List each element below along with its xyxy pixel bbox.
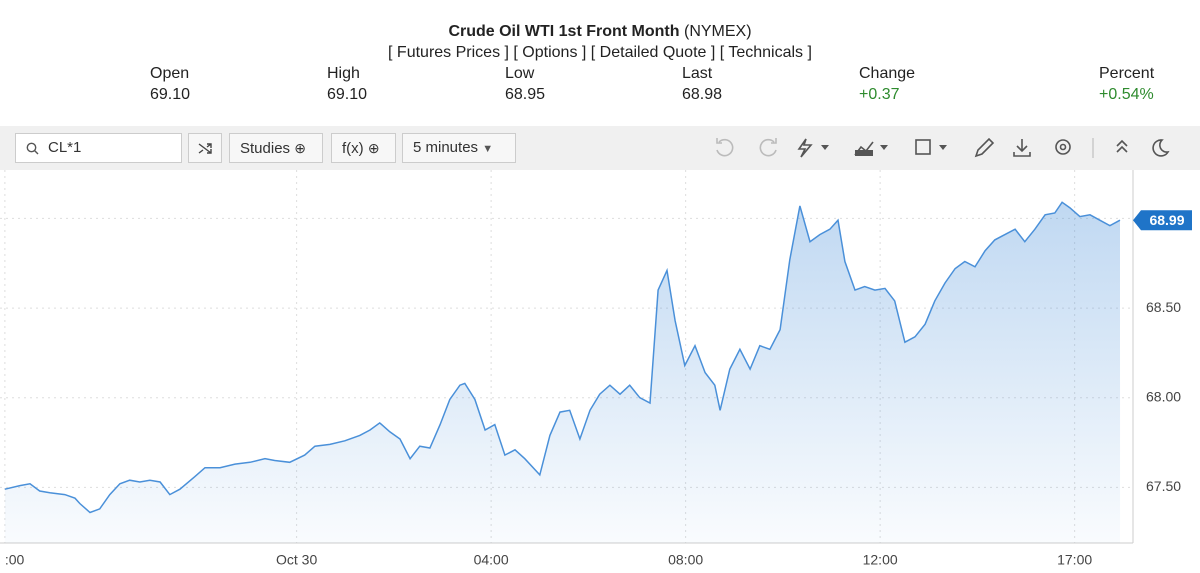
header-link[interactable]: [ Futures Prices ]	[388, 44, 509, 61]
y-tick-label: 68.50	[1146, 299, 1181, 315]
events-icon[interactable]	[797, 138, 813, 158]
quote-value: +0.37	[859, 86, 900, 103]
quote-label: Open	[150, 65, 190, 82]
layout-icon[interactable]	[915, 139, 931, 155]
quote-item: Open 69.10	[150, 63, 190, 105]
symbol: CL*1	[48, 139, 82, 156]
quote-label: Change	[859, 65, 916, 82]
x-tick-label: 08:00	[668, 552, 703, 568]
symbol-search[interactable]: CL*1	[15, 133, 182, 163]
interval-label: 5 minutes	[413, 139, 479, 156]
search-icon	[26, 142, 39, 155]
dropdown-arrow: ▼	[482, 143, 494, 155]
quote-item: Change +0.37	[859, 63, 915, 105]
title: Crude Oil WTI 1st Front Month	[448, 23, 680, 40]
download-icon[interactable]	[1013, 139, 1031, 157]
x-tick-label: :00	[5, 552, 25, 568]
theme-icon[interactable]	[1152, 139, 1170, 157]
quote-label: Percent	[1099, 65, 1155, 82]
header-link[interactable]: [ Options ]	[513, 44, 587, 61]
quote-item: High 69.10	[327, 63, 367, 105]
x-tick-label: 12:00	[863, 552, 898, 568]
undo-icon[interactable]	[716, 138, 734, 157]
quote-item: Last 68.98	[682, 63, 722, 105]
tool-icons	[716, 137, 1170, 158]
header-link[interactable]: [ Detailed Quote ]	[590, 44, 716, 61]
last-price-label: 68.99	[1149, 212, 1184, 228]
quote-item: Low 68.95	[505, 63, 545, 105]
quote-value: 69.10	[327, 86, 368, 103]
functions-label: f(x)	[342, 140, 364, 157]
quote-value: 68.98	[682, 86, 723, 103]
plus-icon: ⊕	[294, 140, 306, 156]
header: Crude Oil WTI 1st Front Month (NYMEX) [ …	[0, 21, 1200, 63]
price-line	[4, 201, 1121, 514]
links: [ Futures Prices ] [ Options ] [ Detaile…	[0, 42, 1200, 63]
functions-button[interactable]: f(x) ⊕	[331, 133, 396, 163]
quote-label: Low	[505, 65, 535, 82]
redo-icon[interactable]	[759, 138, 777, 157]
quote-value: 69.10	[150, 86, 191, 103]
x-tick-label: 17:00	[1057, 552, 1092, 568]
quote-label: High	[327, 65, 360, 82]
area-fill	[4, 202, 1121, 544]
y-tick-label: 68.00	[1146, 388, 1181, 404]
studies-button[interactable]: Studies ⊕	[229, 133, 323, 163]
last-price-tag	[1133, 210, 1192, 231]
shuffle-icon	[198, 143, 212, 154]
x-tick-label: Oct 30	[276, 552, 317, 568]
quote-label: Last	[682, 65, 713, 82]
draw-icon[interactable]	[974, 137, 995, 158]
settings-icon[interactable]	[1055, 139, 1071, 155]
studies-label: Studies	[240, 140, 291, 157]
quote-value: 68.95	[505, 86, 546, 103]
y-tick-label: 67.50	[1146, 478, 1181, 494]
toolbar: CL*1 Studies ⊕ f(x) ⊕ 5 minutes ▼	[0, 126, 1200, 170]
compare-button[interactable]	[188, 133, 222, 163]
x-tick-label: 04:00	[474, 552, 509, 568]
header-link[interactable]: [ Technicals ]	[719, 44, 812, 61]
interval-button[interactable]: 5 minutes ▼	[402, 133, 516, 163]
quote-item: Percent +0.54%	[1099, 63, 1154, 105]
plus-icon: ⊕	[367, 140, 380, 156]
quote-value: +0.54%	[1099, 86, 1154, 103]
exchange: (NYMEX)	[683, 23, 752, 40]
collapse-icon[interactable]	[1116, 139, 1128, 153]
